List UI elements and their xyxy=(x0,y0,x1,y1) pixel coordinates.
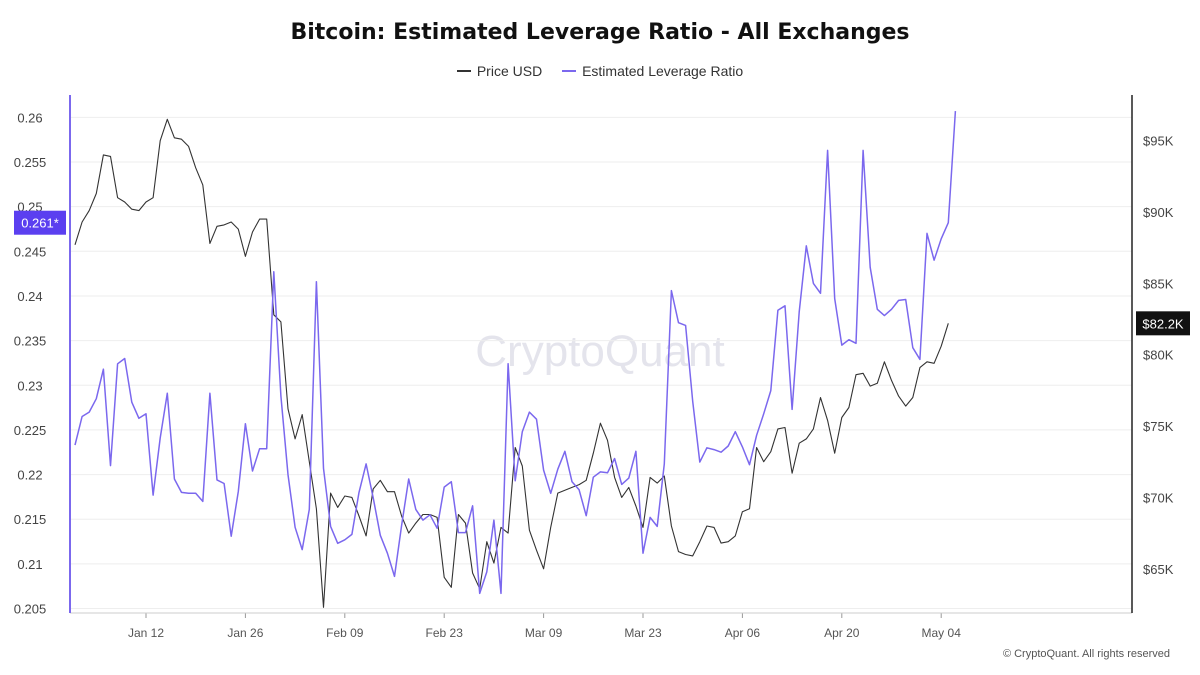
x-tick-label: Feb 23 xyxy=(426,626,464,640)
x-tick-label: Mar 23 xyxy=(624,626,662,640)
watermark: CryptoQuant xyxy=(475,327,724,376)
y-left-tick-label: 0.23 xyxy=(17,378,42,393)
x-tick-label: Jan 12 xyxy=(128,626,164,640)
y-right-tick-label: $75K xyxy=(1143,419,1174,434)
y-right-tick-label: $70K xyxy=(1143,490,1174,505)
legend: Price USD Estimated Leverage Ratio xyxy=(0,59,1200,79)
y-left-tick-label: 0.255 xyxy=(14,155,47,170)
y-right-tick-label: $85K xyxy=(1143,276,1174,291)
x-tick-label: Apr 20 xyxy=(824,626,860,640)
y-left-tick-label: 0.235 xyxy=(14,334,47,349)
y-right-tick-label: $95K xyxy=(1143,134,1174,149)
y-right-tick-label: $90K xyxy=(1143,205,1174,220)
y-left-tick-label: 0.205 xyxy=(14,602,47,617)
chart-title: Bitcoin: Estimated Leverage Ratio - All … xyxy=(290,20,910,45)
current-price-badge xyxy=(1136,311,1190,336)
current-price-label: $82.2K xyxy=(1142,316,1184,331)
legend-swatch-leverage xyxy=(562,70,577,72)
x-tick-label: Apr 06 xyxy=(725,626,761,640)
series-line-price xyxy=(74,118,949,608)
y-left-tick-label: 0.22 xyxy=(17,468,42,483)
y-left-tick-label: 0.225 xyxy=(14,423,47,438)
y-right-tick-label: $65K xyxy=(1143,562,1174,577)
x-tick-label: May 04 xyxy=(922,626,962,640)
y-left-tick-label: 0.26 xyxy=(17,110,42,125)
x-tick-label: Mar 09 xyxy=(525,626,563,640)
y-left-tick-label: 0.21 xyxy=(17,557,42,572)
x-tick-label: Jan 26 xyxy=(227,626,263,640)
legend-item-leverage[interactable]: Estimated Leverage Ratio xyxy=(562,63,743,79)
current-leverage-label: 0.261* xyxy=(21,216,59,231)
series-line-leverage xyxy=(74,111,957,595)
y-left-tick-label: 0.24 xyxy=(17,289,42,304)
y-left-tick-label: 0.215 xyxy=(14,512,47,527)
legend-swatch-price xyxy=(456,70,471,72)
legend-label-price: Price USD xyxy=(476,63,543,79)
y-right-tick-label: $80K xyxy=(1143,348,1174,363)
legend-item-price[interactable]: Price USD xyxy=(456,63,543,79)
legend-label-leverage: Estimated Leverage Ratio xyxy=(582,63,744,79)
x-tick-label: Feb 09 xyxy=(326,626,364,640)
y-left-tick-label: 0.245 xyxy=(14,244,47,259)
current-leverage-badge xyxy=(14,210,66,235)
copyright-text: © CryptoQuant. All rights reserved xyxy=(1002,648,1170,660)
